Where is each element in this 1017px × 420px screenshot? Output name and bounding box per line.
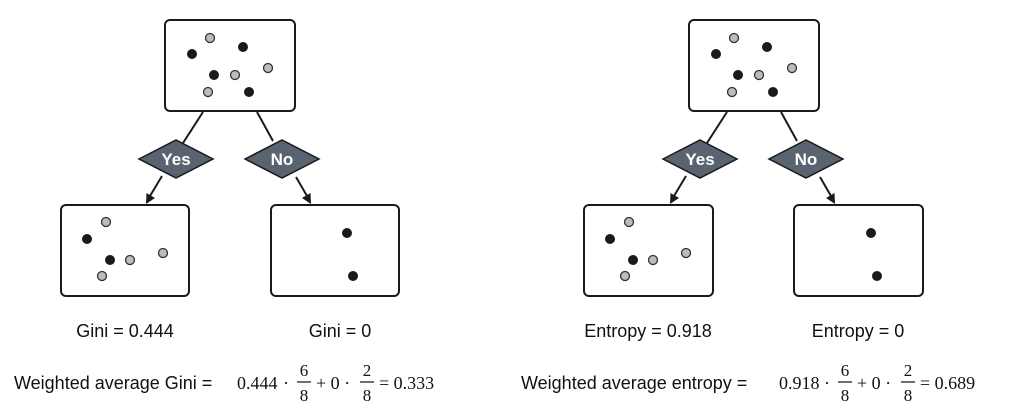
- fraction-numerator: 6: [300, 361, 309, 380]
- no-edge-upper: [780, 111, 798, 142]
- plus-zero-term: + 0 ·: [316, 373, 350, 393]
- fraction-numerator: 2: [904, 361, 913, 380]
- yes-child-caption: Gini = 0.444: [76, 321, 174, 341]
- weighted-result: = 0.333: [379, 373, 434, 393]
- yes-child-caption: Entropy = 0.918: [584, 321, 712, 341]
- weighted-label: Weighted average Gini =: [14, 373, 212, 393]
- light-dot: [728, 32, 740, 44]
- gini-tree: Yes No Gini = 0.444 Gini = 0 Weighted av…: [14, 19, 434, 405]
- plus-zero-term: + 0 ·: [857, 373, 891, 393]
- yes-edge-upper: [182, 111, 204, 144]
- dot-operator: ·: [283, 373, 289, 393]
- no-arrowhead: [826, 193, 835, 204]
- weighted-first-value: 0.444: [237, 373, 278, 393]
- light-dot: [100, 216, 112, 228]
- yes-label: Yes: [685, 150, 714, 169]
- light-dot: [124, 254, 136, 266]
- dark-dot: [711, 49, 721, 59]
- no-edge-lower: [819, 176, 832, 197]
- no-decision-diamond: [767, 139, 845, 179]
- no-edge-upper: [256, 111, 274, 142]
- weighted-first-value: 0.918: [779, 373, 820, 393]
- dark-dot: [768, 87, 778, 97]
- light-dot: [204, 32, 216, 44]
- dark-dot: [82, 234, 92, 244]
- dark-dot: [348, 271, 358, 281]
- light-dot: [680, 247, 692, 259]
- dark-dot: [238, 42, 248, 52]
- weighted-label: Weighted average entropy =: [521, 373, 747, 393]
- fraction-denominator: 8: [904, 386, 913, 405]
- dark-dot: [628, 255, 638, 265]
- light-dot: [726, 86, 738, 98]
- yes-child-box: [583, 204, 714, 297]
- yes-edge-lower: [149, 175, 163, 197]
- yes-edge-upper: [706, 111, 728, 144]
- dark-dot: [187, 49, 197, 59]
- yes-decision-diamond: [661, 139, 739, 179]
- no-child-caption: Entropy = 0: [812, 321, 905, 341]
- light-dot: [229, 69, 241, 81]
- light-dot: [786, 62, 798, 74]
- dark-dot: [872, 271, 882, 281]
- dark-dot: [733, 70, 743, 80]
- fraction-numerator: 2: [363, 361, 372, 380]
- weighted-result: = 0.689: [920, 373, 975, 393]
- fraction-denominator: 8: [363, 386, 372, 405]
- dark-dot: [244, 87, 254, 97]
- no-child-box: [270, 204, 400, 297]
- light-dot: [623, 216, 635, 228]
- yes-decision-diamond: [137, 139, 215, 179]
- no-arrowhead: [302, 193, 311, 204]
- yes-arrowhead: [146, 193, 155, 204]
- yes-arrowhead: [670, 193, 679, 204]
- fraction-denominator: 8: [300, 386, 309, 405]
- dark-dot: [342, 228, 352, 238]
- root-node-box: [688, 19, 820, 112]
- no-label: No: [795, 150, 818, 169]
- light-dot: [202, 86, 214, 98]
- fraction-numerator: 6: [841, 361, 850, 380]
- dark-dot: [605, 234, 615, 244]
- dark-dot: [762, 42, 772, 52]
- entropy-tree: Yes No Entropy = 0.918 Entropy = 0 Weigh…: [521, 19, 975, 405]
- light-dot: [753, 69, 765, 81]
- root-node-box: [164, 19, 296, 112]
- yes-label: Yes: [161, 150, 190, 169]
- light-dot: [619, 270, 631, 282]
- light-dot: [262, 62, 274, 74]
- light-dot: [96, 270, 108, 282]
- dark-dot: [209, 70, 219, 80]
- dot-operator: ·: [824, 373, 830, 393]
- no-child-caption: Gini = 0: [309, 321, 372, 341]
- dark-dot: [105, 255, 115, 265]
- no-child-box: [793, 204, 924, 297]
- light-dot: [157, 247, 169, 259]
- yes-edge-lower: [673, 175, 687, 197]
- fraction-denominator: 8: [841, 386, 850, 405]
- yes-child-box: [60, 204, 190, 297]
- dark-dot: [866, 228, 876, 238]
- no-decision-diamond: [243, 139, 321, 179]
- no-edge-lower: [295, 176, 308, 197]
- light-dot: [647, 254, 659, 266]
- no-label: No: [271, 150, 294, 169]
